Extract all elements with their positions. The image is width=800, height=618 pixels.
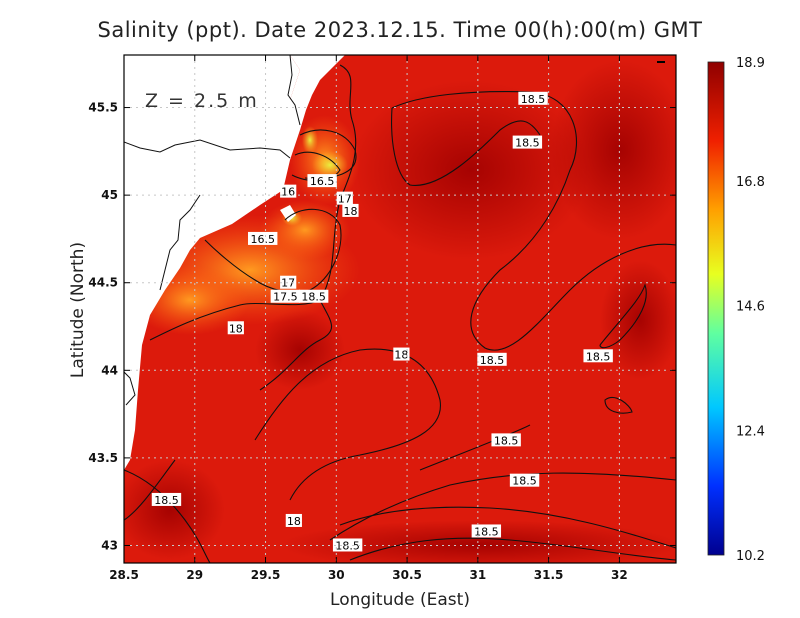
contour-label: 18: [287, 515, 301, 528]
contour-label-bg: [491, 433, 521, 447]
contour-label-bg: [298, 289, 329, 303]
map-title: Salinity (ppt). Date 2023.12.15. Time 00…: [97, 18, 703, 42]
contour-label-bg: [280, 275, 297, 289]
contour-label: 18: [229, 322, 243, 335]
contour-label: 16.5: [310, 175, 335, 188]
colorbar-tick-label: 18.9: [736, 56, 765, 71]
contour-label: 18: [394, 349, 408, 362]
contour-label: 18.5: [515, 137, 540, 150]
x-tick-label: 32: [611, 568, 628, 582]
x-tick-label: 30.5: [392, 568, 422, 582]
x-tick-label: 29.5: [251, 568, 281, 582]
contour-label-bg: [270, 289, 301, 303]
colorbar-tick-label: 14.6: [736, 300, 765, 315]
depth-label: Z = 2.5 m: [145, 90, 259, 112]
x-tick-label: 30: [328, 568, 345, 582]
contour-label: 18.5: [301, 291, 326, 304]
contour-label-bg: [151, 492, 182, 506]
contour-label-bg: [285, 513, 302, 527]
contour-label: 18: [343, 205, 357, 218]
y-tick-label: 45.5: [88, 101, 118, 115]
contour-label-bg: [471, 524, 502, 538]
colorbar-tick-label: 12.4: [736, 424, 765, 439]
x-axis: 28.5 29 29.5 30 30.5 31 31.5 32: [109, 55, 628, 582]
contour-label: 18.5: [154, 494, 179, 507]
contour-label: 16: [281, 186, 295, 199]
salinity-field: [124, 55, 676, 563]
contour-label-bg: [227, 321, 244, 335]
contour-label-bg: [248, 231, 278, 245]
contour-label-bg: [342, 203, 359, 217]
x-tick-label: 28.5: [109, 568, 139, 582]
colorbar-tick-label: 10.2: [736, 549, 765, 564]
x-tick-label: 31.5: [534, 568, 564, 582]
marker: [657, 61, 665, 63]
y-tick-label: 43.5: [88, 451, 118, 465]
plot-frame: [123, 54, 677, 564]
x-tick-label: 31: [469, 568, 486, 582]
grid-lines: [124, 55, 676, 563]
y-tick-label: 45: [101, 188, 118, 202]
colorbar: [707, 61, 725, 556]
contour-label: 17: [281, 277, 295, 290]
contour-label: 17.5: [273, 291, 298, 304]
contour-label: 16.5: [250, 233, 275, 246]
contour-label: 18.5: [521, 93, 546, 106]
contour-label: 18.5: [494, 434, 519, 447]
contour-label-bg: [393, 347, 410, 361]
contour-label-bg: [280, 184, 297, 198]
contour-label-bg: [518, 91, 548, 105]
land-area: [124, 55, 305, 470]
x-tick-label: 29: [186, 568, 203, 582]
contour-label-bg: [512, 135, 543, 149]
contour-label: 18.5: [480, 354, 505, 367]
x-axis-label: Longitude (East): [330, 590, 470, 610]
y-tick-label: 44: [101, 363, 118, 377]
contour-label-bg: [583, 349, 613, 363]
contour-label: 18.5: [512, 475, 537, 488]
colorbar-tick-label: 16.8: [736, 175, 765, 190]
contour-label-bg: [477, 352, 507, 366]
contour-label: 18.5: [474, 525, 499, 538]
contour-label: 17: [338, 193, 352, 206]
contour-label-bg: [509, 473, 540, 487]
y-tick-label: 43: [101, 538, 118, 552]
y-axis: 43 43.5 44 44.5 45 45.5: [88, 101, 676, 552]
y-axis-label: Latitude (North): [68, 241, 88, 379]
colorbar-ticks: 18.9 16.8 14.6 12.4 10.2: [736, 56, 765, 564]
contour-label: 18.5: [586, 350, 611, 363]
y-tick-label: 44.5: [88, 276, 118, 290]
contour-label-bg: [307, 174, 337, 188]
